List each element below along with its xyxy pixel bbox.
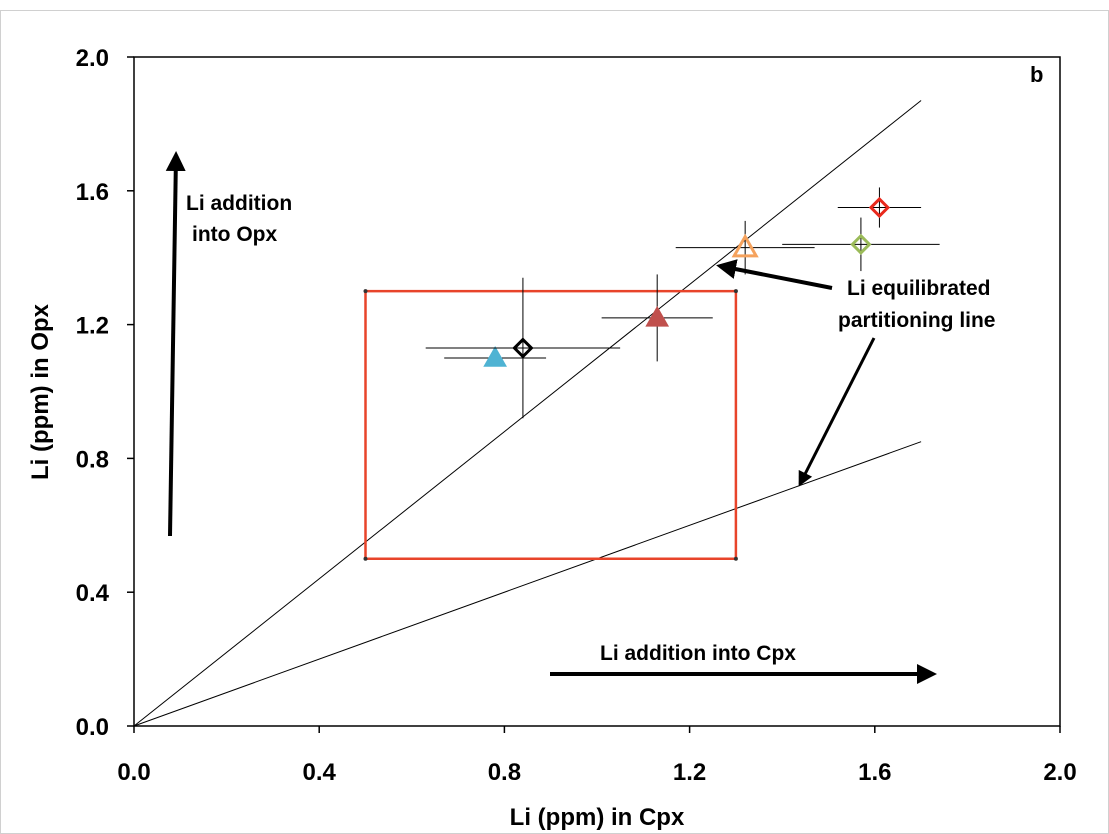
plot-frame	[133, 56, 1061, 727]
box-corner-dot	[733, 289, 738, 294]
lower-reference-line	[133, 441, 922, 727]
y-tick-label: 1.6	[76, 179, 109, 206]
y-tick-label: 0.4	[76, 580, 110, 607]
y-tick-label: 0.8	[76, 446, 109, 473]
x-tick-label: 0.0	[117, 759, 150, 786]
x-tick-label: 0.4	[303, 759, 337, 786]
cpx-annotation: Li addition into Cpx	[600, 642, 796, 665]
equil-annotation-line2: partitioning line	[838, 309, 996, 332]
highlight-box	[364, 289, 738, 560]
triangle-marker-filled	[645, 305, 670, 327]
x-tick-label: 0.8	[488, 759, 521, 786]
box-corner-dot	[363, 556, 368, 561]
x-tick-label: 1.6	[858, 759, 891, 786]
opx-annotation-line2: into Opx	[192, 223, 277, 246]
triangle-marker-filled	[483, 346, 508, 367]
upper-reference-line	[133, 100, 922, 727]
opx-annotation-line1: Li addition	[186, 192, 292, 215]
y-tick-label: 1.2	[76, 313, 109, 340]
box-corner-dot	[733, 556, 738, 561]
panel-label: b	[1030, 62, 1043, 87]
y-axis-label: Li (ppm) in Opx	[27, 303, 54, 480]
x-tick-label: 2.0	[1043, 759, 1076, 786]
figure-border	[0, 10, 1109, 834]
equil-annotation-line1: Li equilibrated	[847, 277, 991, 300]
triangle-marker-open	[731, 233, 759, 258]
x-axis-label: Li (ppm) in Cpx	[510, 804, 685, 831]
y-tick-label: 0.0	[76, 714, 109, 741]
y-tick-label: 2.0	[76, 45, 109, 72]
opx-arrow	[165, 151, 186, 537]
diamond-marker	[512, 337, 534, 359]
box-corner-dot	[363, 289, 368, 294]
equil-arrow-lower	[798, 337, 876, 487]
diamond-marker	[868, 196, 891, 219]
diamond-marker	[850, 233, 872, 255]
equil-arrow-upper	[716, 259, 833, 290]
x-tick-label: 1.2	[673, 759, 706, 786]
